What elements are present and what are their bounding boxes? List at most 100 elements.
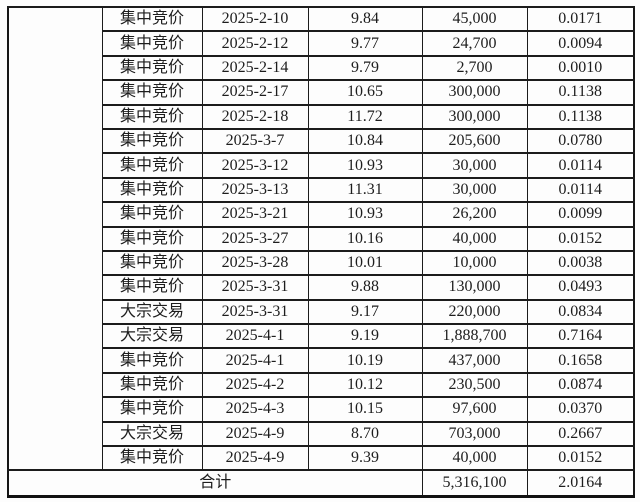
price-cell: 9.84	[307, 5, 423, 33]
date-cell: 2025-2-18	[201, 103, 309, 130]
table-row: 集中竞价 2025-3-31 9.88 130,000 0.0493	[8, 274, 635, 301]
price-cell: 10.16	[307, 225, 423, 252]
price-cell: 10.93	[307, 152, 423, 179]
table-row: 集中竞价 2025-3-13 11.31 30,000 0.0114	[8, 176, 635, 204]
price-cell: 10.15	[307, 396, 423, 423]
volume-cell: 220,000	[421, 298, 528, 326]
price-cell: 9.79	[307, 54, 423, 82]
ratio-cell: 0.0094	[526, 30, 635, 57]
date-cell: 2025-4-9	[201, 445, 309, 472]
table-row: 集中竞价 2025-2-18 11.72 300,000 0.1138	[8, 103, 635, 130]
volume-cell: 30,000	[421, 176, 528, 204]
table-row: 集中竞价 2025-4-9 9.39 40,000 0.0152	[8, 445, 635, 472]
method-cell: 集中竞价	[101, 176, 203, 204]
total-row: 合计 5,316,100 2.0164	[7, 469, 635, 498]
table-row: 大宗交易 2025-4-9 8.70 703,000 0.2667	[8, 420, 635, 448]
ratio-cell: 0.2667	[526, 420, 635, 448]
ratio-cell: 0.0114	[526, 152, 635, 179]
volume-cell: 205,600	[421, 127, 528, 155]
volume-cell: 45,000	[421, 5, 528, 33]
total-label-cell: 合计	[7, 469, 423, 498]
table-row: 集中竞价 2025-4-2 10.12 230,500 0.0874	[8, 371, 635, 399]
method-cell: 集中竞价	[101, 249, 203, 277]
volume-cell: 300,000	[421, 103, 528, 130]
table-row: 集中竞价 2025-2-17 10.65 300,000 0.1138	[8, 79, 635, 106]
price-cell: 9.39	[307, 445, 423, 472]
method-cell: 集中竞价	[101, 79, 203, 106]
method-cell: 集中竞价	[101, 445, 203, 472]
ratio-cell: 0.0152	[526, 445, 635, 472]
ratio-cell: 0.0010	[526, 54, 635, 82]
date-cell: 2025-2-10	[201, 5, 309, 33]
method-cell: 大宗交易	[101, 420, 203, 448]
date-cell: 2025-3-12	[201, 152, 309, 179]
price-cell: 11.31	[307, 176, 423, 204]
method-cell: 集中竞价	[101, 201, 203, 228]
table-row: 集中竞价 2025-4-3 10.15 97,600 0.0370	[8, 396, 635, 423]
price-cell: 10.93	[307, 201, 423, 228]
ratio-cell: 0.0171	[526, 5, 635, 33]
method-cell: 集中竞价	[101, 30, 203, 57]
ratio-cell: 0.0493	[526, 274, 635, 301]
date-cell: 2025-2-12	[201, 30, 309, 57]
price-cell: 10.01	[307, 249, 423, 277]
method-cell: 集中竞价	[101, 54, 203, 82]
method-cell: 集中竞价	[101, 127, 203, 155]
price-cell: 10.12	[307, 371, 423, 399]
volume-cell: 230,500	[421, 371, 528, 399]
volume-cell: 437,000	[421, 347, 528, 374]
table-body: 集中竞价 2025-2-10 9.84 45,000 0.0171 集中竞价 2…	[7, 5, 635, 472]
empty-left-cell	[7, 5, 103, 472]
date-cell: 2025-3-13	[201, 176, 309, 204]
method-cell: 集中竞价	[101, 103, 203, 130]
total-volume-cell: 5,316,100	[421, 469, 528, 498]
ratio-cell: 0.0038	[526, 249, 635, 277]
volume-cell: 703,000	[421, 420, 528, 448]
ratio-cell: 0.1138	[526, 79, 635, 106]
volume-cell: 300,000	[421, 79, 528, 106]
date-cell: 2025-3-21	[201, 201, 309, 228]
date-cell: 2025-3-27	[201, 225, 309, 252]
method-cell: 集中竞价	[101, 225, 203, 252]
share-reduction-table: 集中竞价 2025-2-10 9.84 45,000 0.0171 集中竞价 2…	[7, 5, 635, 498]
ratio-cell: 0.0114	[526, 176, 635, 204]
table-row: 集中竞价 2025-3-7 10.84 205,600 0.0780	[8, 127, 635, 155]
price-cell: 10.65	[307, 79, 423, 106]
table-row: 集中竞价 2025-3-12 10.93 30,000 0.0114	[8, 152, 635, 179]
price-cell: 9.19	[307, 323, 423, 350]
date-cell: 2025-2-14	[201, 54, 309, 82]
table-row: 集中竞价 2025-2-14 9.79 2,700 0.0010	[8, 54, 635, 82]
volume-cell: 24,700	[421, 30, 528, 57]
volume-cell: 26,200	[421, 201, 528, 228]
date-cell: 2025-4-1	[201, 323, 309, 350]
table-row: 集中竞价 2025-2-12 9.77 24,700 0.0094	[8, 30, 635, 57]
date-cell: 2025-3-7	[201, 127, 309, 155]
price-cell: 9.17	[307, 298, 423, 326]
method-cell: 集中竞价	[101, 396, 203, 423]
date-cell: 2025-4-3	[201, 396, 309, 423]
price-cell: 9.88	[307, 274, 423, 301]
ratio-cell: 0.0834	[526, 298, 635, 326]
price-cell: 8.70	[307, 420, 423, 448]
table-row: 大宗交易 2025-3-31 9.17 220,000 0.0834	[8, 298, 635, 326]
ratio-cell: 0.0370	[526, 396, 635, 423]
table-row: 集中竞价 2025-3-28 10.01 10,000 0.0038	[8, 249, 635, 277]
volume-cell: 10,000	[421, 249, 528, 277]
price-cell: 9.77	[307, 30, 423, 57]
total-ratio-cell: 2.0164	[526, 469, 635, 498]
date-cell: 2025-3-28	[201, 249, 309, 277]
method-cell: 大宗交易	[101, 323, 203, 350]
table-row: 集中竞价 2025-3-27 10.16 40,000 0.0152	[8, 225, 635, 252]
volume-cell: 40,000	[421, 225, 528, 252]
volume-cell: 40,000	[421, 445, 528, 472]
volume-cell: 2,700	[421, 54, 528, 82]
volume-cell: 97,600	[421, 396, 528, 423]
ratio-cell: 0.1658	[526, 347, 635, 374]
table-row: 大宗交易 2025-4-1 9.19 1,888,700 0.7164	[8, 323, 635, 350]
method-cell: 集中竞价	[101, 5, 203, 33]
table-row: 集中竞价 2025-2-10 9.84 45,000 0.0171	[7, 5, 635, 472]
date-cell: 2025-3-31	[201, 274, 309, 301]
date-cell: 2025-4-9	[201, 420, 309, 448]
ratio-cell: 0.0874	[526, 371, 635, 399]
method-cell: 大宗交易	[101, 298, 203, 326]
